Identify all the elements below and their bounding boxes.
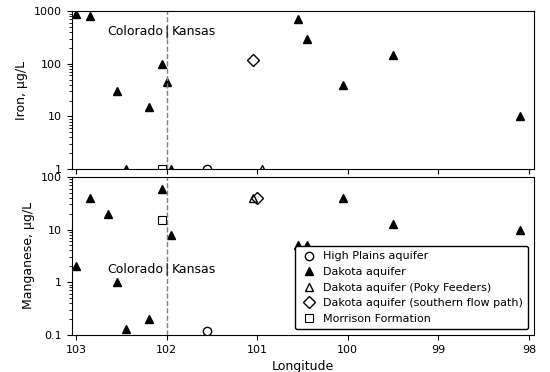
Legend: High Plains aquifer, Dakota aquifer, Dakota aquifer (Poky Feeders), Dakota aquif: High Plains aquifer, Dakota aquifer, Dak…: [295, 246, 528, 329]
Dakota aquifer: [168, 232, 174, 237]
Text: |: |: [164, 263, 169, 276]
Y-axis label: Iron, µg/L: Iron, µg/L: [15, 61, 28, 120]
Dakota aquifer: [516, 227, 523, 232]
X-axis label: Longitude: Longitude: [271, 360, 334, 372]
Y-axis label: Manganese, µg/L: Manganese, µg/L: [22, 202, 35, 310]
Text: |: |: [164, 25, 169, 38]
Dakota aquifer: [145, 317, 152, 321]
Dakota aquifer: [390, 221, 397, 226]
Line: Dakota aquifer: Dakota aquifer: [72, 185, 524, 333]
Dakota aquifer: [159, 186, 166, 191]
Dakota aquifer: [113, 280, 120, 285]
Dakota aquifer: [340, 196, 346, 200]
Dakota aquifer: [476, 312, 482, 316]
Dakota aquifer: [73, 264, 79, 269]
Dakota aquifer: [304, 243, 310, 248]
Dakota aquifer: [104, 211, 111, 216]
Text: Colorado: Colorado: [107, 263, 163, 276]
Dakota aquifer: [86, 196, 93, 200]
Dakota aquifer: [123, 327, 129, 331]
Text: Colorado: Colorado: [107, 25, 163, 38]
Text: Kansas: Kansas: [172, 25, 216, 38]
Dakota aquifer: [295, 243, 301, 248]
Text: Kansas: Kansas: [172, 263, 216, 276]
